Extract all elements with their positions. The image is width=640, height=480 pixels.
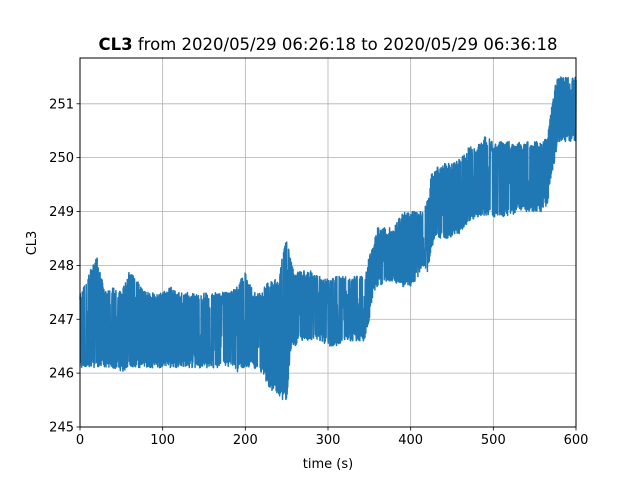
y-axis-ticks: 245 246 247 248 249 250 251 [49,97,80,436]
chart-title-bold: CL3 [99,35,133,54]
y-tick-label: 248 [49,259,74,274]
y-tick-label: 249 [49,205,74,220]
y-tick-label: 247 [49,313,74,328]
x-axis-label: time (s) [303,457,353,472]
x-tick-label: 400 [398,433,423,448]
y-tick-label: 251 [49,97,74,112]
y-tick-label: 246 [49,367,74,382]
series-line [79,76,577,401]
y-tick-label: 250 [49,151,74,166]
x-tick-label: 600 [564,433,589,448]
chart-title-rest: from 2020/05/29 06:26:18 to 2020/05/29 0… [133,35,558,54]
x-axis-ticks: 0 100 200 300 400 500 600 [76,427,589,448]
chart-title: CL3 from 2020/05/29 06:26:18 to 2020/05/… [99,35,558,54]
x-tick-label: 300 [316,433,341,448]
x-tick-label: 500 [481,433,506,448]
series-layer [79,76,577,401]
x-tick-label: 0 [76,433,84,448]
x-tick-label: 200 [233,433,258,448]
x-tick-label: 100 [150,433,175,448]
y-tick-label: 245 [49,421,74,436]
y-axis-label: CL3 [25,231,40,256]
